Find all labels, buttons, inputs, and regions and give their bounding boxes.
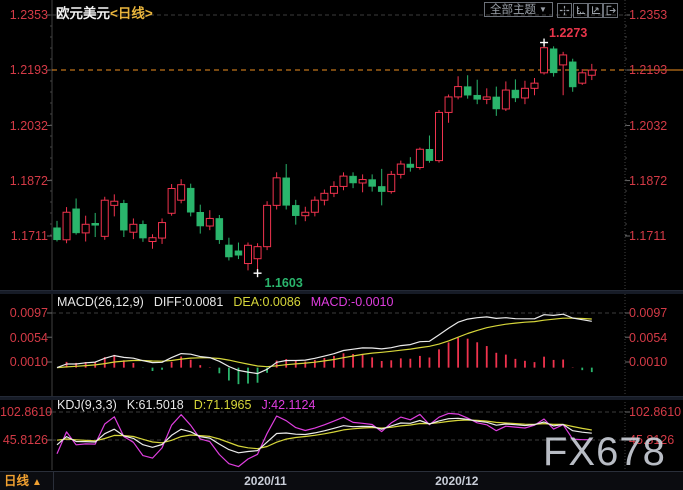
kdj-header: KDJ(9,3,3) K:61.5018 D:71.1965 J:42.1124: [57, 398, 325, 412]
axis-scale-arrow-icon: [592, 6, 601, 14]
macd-dea-value: DEA:0.0086: [233, 295, 301, 309]
axis-scale-arrow-button[interactable]: [588, 3, 603, 18]
panel-separator[interactable]: [0, 290, 683, 294]
last-price-axis-label: 1.2193: [629, 63, 668, 77]
axis-scale-icon: [577, 6, 586, 14]
price-axis-label: 1.1711: [10, 229, 48, 243]
macd-axis-label: 0.0054: [9, 331, 48, 345]
macd-axis-label: 0.0010: [9, 355, 48, 369]
macd-diff-value: DIFF:0.0081: [153, 295, 224, 309]
macd-axis-label: 0.0054: [629, 331, 668, 345]
time-axis-bar: 日线 ▲: [0, 471, 683, 490]
chevron-down-icon: ▼: [539, 4, 547, 14]
high-price-annotation: 1.2273: [549, 25, 588, 40]
price-axis-label: 1.1872: [9, 174, 48, 188]
date-label-1: 2020/12: [435, 474, 479, 488]
theme-dropdown-button[interactable]: 全部主题 ▼: [484, 2, 553, 17]
triangle-up-icon: ▲: [32, 477, 42, 488]
kdj-j-value: J:42.1124: [261, 398, 316, 412]
theme-dropdown-label: 全部主题: [490, 3, 537, 16]
price-axis-label: 1.2353: [9, 8, 48, 22]
kdj-name: KDJ(9,3,3): [57, 398, 117, 412]
kdj-axis-label: 45.8126: [629, 433, 675, 447]
macd-name: MACD(26,12,9): [57, 295, 144, 309]
panel-separator[interactable]: [0, 396, 683, 400]
kdj-d-value: D:71.1965: [193, 398, 252, 412]
fx678-watermark: FX678: [543, 430, 666, 474]
price-axis-label: 1.2032: [9, 119, 48, 133]
macd-header: MACD(26,12,9) DIFF:0.0081 DEA:0.0086 MACD:-…: [57, 295, 403, 309]
price-axis-label: 1.2353: [629, 8, 668, 22]
kdj-axis-label: 102.8610: [629, 405, 682, 419]
low-price-annotation: 1.1603: [264, 276, 303, 291]
price-axis-label: 1.2032: [629, 119, 668, 133]
crosshair-icon: [559, 5, 570, 16]
period-tab-label: 日线: [4, 474, 30, 488]
crosshair-button[interactable]: [557, 3, 572, 18]
price-axis-label: 1.1711: [629, 229, 667, 243]
symbol-name: 欧元美元: [56, 6, 110, 21]
date-label-0: 2020/11: [244, 474, 287, 488]
exit-panel-button[interactable]: [603, 3, 618, 18]
macd-value: MACD:-0.0010: [310, 295, 394, 309]
kdj-k-value: K:61.5018: [126, 398, 184, 412]
price-axis-label: 1.2193: [9, 63, 48, 77]
period-tab-daily[interactable]: 日线 ▲: [0, 472, 54, 490]
axis-scale-button[interactable]: [573, 3, 588, 18]
exit-panel-icon: [606, 5, 616, 16]
kdj-axis-label: 45.8126: [2, 433, 48, 447]
period-tag: <日线>: [110, 6, 153, 21]
macd-axis-label: 0.0097: [629, 306, 668, 320]
macd-axis-label: 0.0097: [9, 306, 48, 320]
macd-axis-label: 0.0010: [629, 355, 668, 369]
symbol-title: 欧元美元<日线>: [56, 2, 153, 22]
price-axis-label: 1.1872: [629, 174, 668, 188]
kdj-axis-label: 102.8610: [0, 405, 53, 419]
